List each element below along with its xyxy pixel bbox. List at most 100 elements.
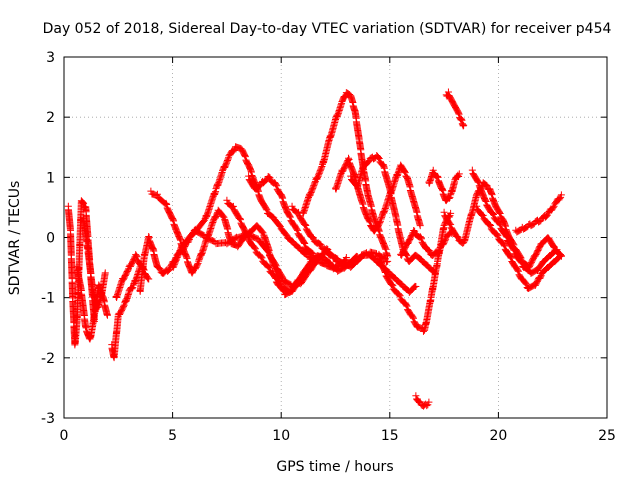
- data-point: [417, 234, 425, 242]
- data-point: [553, 246, 561, 254]
- data-point: [80, 199, 88, 207]
- data-point: [487, 221, 495, 229]
- y-tick-label: 0: [46, 231, 55, 247]
- x-tick-label: 15: [381, 428, 399, 444]
- series-s21: [468, 166, 561, 277]
- data-point: [389, 282, 397, 290]
- data-point: [388, 281, 396, 289]
- data-point: [288, 202, 296, 210]
- data-point: [376, 219, 384, 227]
- data-point: [264, 263, 272, 271]
- data-point: [302, 222, 310, 230]
- data-point: [294, 209, 302, 217]
- data-points: [64, 88, 565, 410]
- y-tick-label: -2: [41, 351, 55, 367]
- data-point: [265, 173, 273, 181]
- data-point: [365, 217, 373, 225]
- data-point: [241, 151, 249, 159]
- data-point: [395, 291, 403, 299]
- series-s12: [288, 202, 420, 296]
- data-point: [153, 190, 161, 198]
- data-point: [416, 398, 424, 406]
- data-point: [317, 241, 325, 249]
- data-point: [251, 244, 259, 252]
- data-point: [456, 115, 464, 123]
- data-point: [282, 231, 290, 239]
- tick-labels: 0 5 10 15 20 25 -3 -2 -1 0 1 2 3: [41, 50, 616, 444]
- data-point: [293, 226, 301, 234]
- series-s18: [425, 166, 463, 205]
- data-point: [500, 241, 508, 249]
- data-point: [375, 154, 383, 162]
- data-point: [223, 196, 231, 204]
- data-point: [509, 245, 517, 253]
- data-point: [493, 231, 501, 239]
- data-point: [219, 212, 227, 220]
- data-point: [245, 172, 253, 180]
- data-point: [495, 208, 503, 216]
- data-point: [426, 247, 434, 255]
- data-point: [440, 208, 448, 216]
- data-point: [454, 171, 462, 179]
- data-point: [300, 238, 308, 246]
- data-point: [401, 168, 409, 176]
- data-point: [301, 220, 309, 228]
- data-point: [279, 286, 287, 294]
- data-point: [278, 273, 286, 281]
- data-point: [78, 198, 86, 206]
- data-point: [517, 258, 525, 266]
- data-point: [101, 269, 109, 277]
- data-point: [402, 301, 410, 309]
- data-point: [193, 261, 201, 269]
- series-s7: [147, 187, 392, 291]
- data-point: [486, 220, 494, 228]
- data-point: [411, 227, 419, 235]
- data-point: [455, 109, 463, 117]
- plot-frame: [63, 56, 608, 419]
- series-s22: [473, 202, 565, 292]
- data-point: [383, 258, 391, 266]
- data-point: [244, 232, 252, 240]
- data-point: [522, 280, 530, 288]
- data-point: [549, 204, 557, 212]
- data-point: [474, 177, 482, 185]
- x-tick-label: 10: [272, 428, 290, 444]
- data-point: [409, 314, 417, 322]
- data-point: [272, 181, 280, 189]
- data-point: [251, 245, 259, 253]
- data-point: [145, 275, 153, 283]
- chart-title: Day 052 of 2018, Sidereal Day-to-day VTE…: [43, 21, 612, 37]
- data-point: [316, 240, 324, 248]
- data-point: [258, 254, 266, 262]
- data-point: [410, 226, 418, 234]
- data-point: [309, 250, 317, 258]
- data-point: [412, 392, 420, 400]
- series-s9: [245, 172, 318, 259]
- data-point: [501, 242, 509, 250]
- data-point: [396, 292, 404, 300]
- grid-lines: [64, 57, 607, 418]
- y-tick-label: 2: [46, 110, 55, 126]
- data-point: [445, 219, 453, 227]
- data-point: [189, 229, 197, 237]
- data-point: [381, 269, 389, 277]
- data-point: [262, 205, 270, 213]
- data-point: [374, 153, 382, 161]
- x-axis-label: GPS time / hours: [276, 459, 393, 475]
- data-point: [441, 237, 449, 245]
- data-point: [342, 254, 350, 261]
- data-point: [257, 253, 265, 261]
- axis-ticks: [63, 56, 608, 419]
- data-point: [482, 197, 490, 205]
- data-point: [494, 232, 502, 240]
- data-point: [454, 233, 462, 241]
- data-point: [323, 247, 331, 255]
- data-point: [265, 264, 273, 272]
- data-point: [537, 273, 545, 281]
- data-point: [156, 265, 164, 273]
- data-point: [162, 199, 170, 207]
- data-point: [460, 121, 468, 129]
- data-point: [503, 233, 511, 241]
- data-point: [557, 252, 565, 260]
- data-point: [507, 254, 515, 262]
